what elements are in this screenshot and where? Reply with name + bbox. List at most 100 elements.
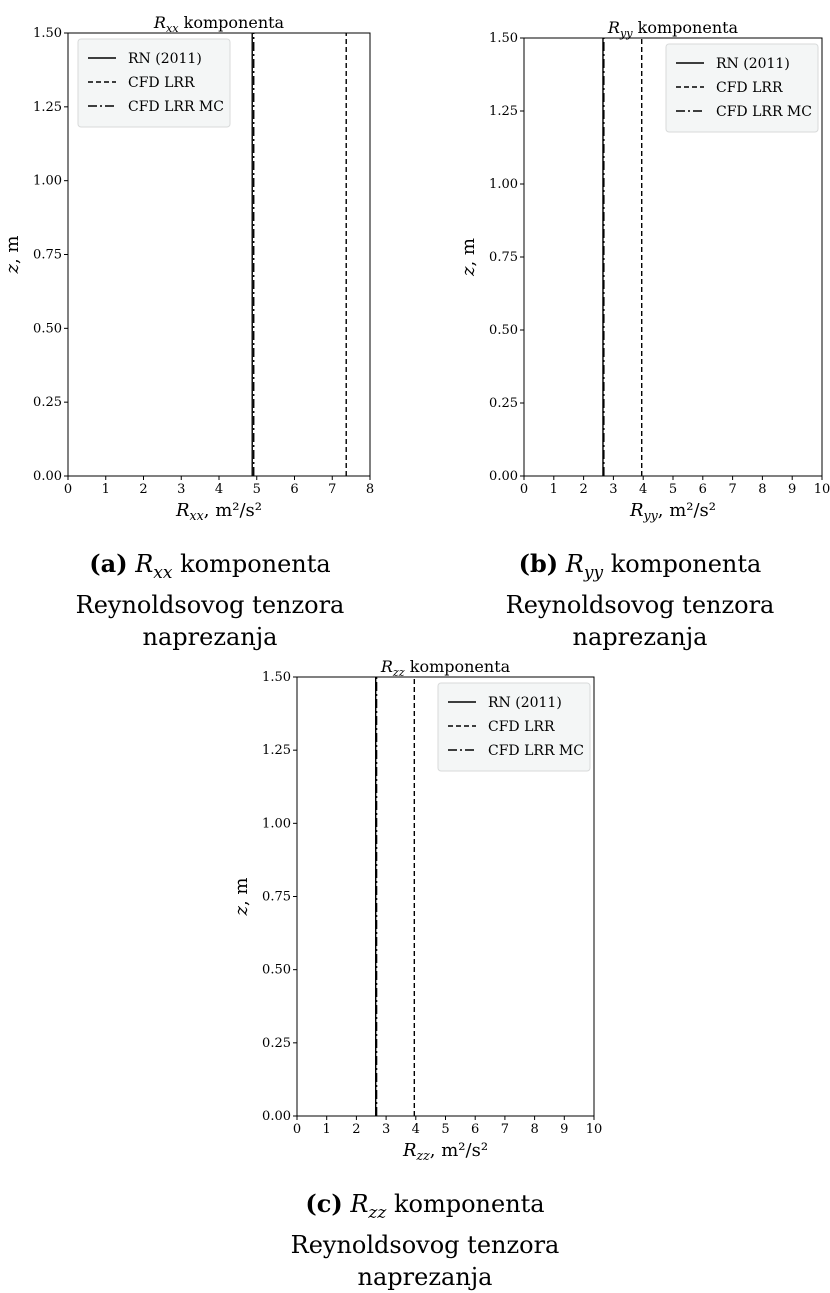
- caption-line2: Reynoldsovog tenzora: [290, 1230, 560, 1259]
- x-tick-label: 9: [560, 1122, 568, 1137]
- x-tick-label: 8: [366, 482, 374, 497]
- x-tick-label: 1: [102, 482, 110, 497]
- caption-line2: Reynoldsovog tenzora: [505, 590, 775, 619]
- plot-frame: [523, 37, 823, 477]
- x-tick-label: 0: [293, 1122, 301, 1137]
- x-tick-label: 7: [328, 482, 336, 497]
- caption-rest: komponenta: [386, 1190, 545, 1218]
- x-tick-label: 8: [758, 482, 766, 497]
- x-tick-label: 5: [669, 482, 677, 497]
- chart-title: Rzz komponenta: [380, 657, 511, 679]
- y-tick-label: 0.50: [33, 321, 62, 336]
- x-tick-label: 4: [215, 482, 223, 497]
- caption-line3: naprezanja: [572, 622, 708, 651]
- y-tick-label: 1.50: [33, 26, 62, 41]
- y-axis-label: z, m: [458, 238, 479, 277]
- x-tick-label: 4: [412, 1122, 420, 1137]
- legend-label: RN (2011): [128, 51, 202, 67]
- x-axis-label: Ryy, m²/s²: [629, 500, 716, 523]
- caption-var: R: [135, 550, 154, 578]
- y-tick-label: 0.00: [33, 469, 62, 484]
- x-tick-label: 0: [520, 482, 528, 497]
- legend-box: [77, 38, 231, 128]
- x-tick-label: 3: [609, 482, 617, 497]
- y-tick-label: 1.00: [33, 174, 62, 189]
- legend-label: CFD LRR: [716, 80, 783, 96]
- x-tick-label: 7: [501, 1122, 509, 1137]
- x-tick-label: 4: [639, 482, 647, 497]
- y-tick-label: 1.00: [489, 177, 518, 192]
- caption-a: (a) Rxx komponenta Reynoldsovog tenzora …: [30, 548, 390, 653]
- x-tick-label: 6: [290, 482, 298, 497]
- legend-label: CFD LRR MC: [488, 743, 584, 759]
- x-tick-label: 7: [728, 482, 736, 497]
- y-tick-label: 0.25: [489, 396, 518, 411]
- legend: RN (2011) CFD LRR CFD LRR MC: [665, 43, 819, 133]
- legend-label: CFD LRR: [128, 75, 195, 91]
- caption-sub: xx: [153, 562, 173, 583]
- caption-var: R: [565, 550, 584, 578]
- y-tick-label: 0.75: [33, 248, 62, 263]
- y-tick-label: 0.75: [489, 250, 518, 265]
- x-tick-label: 5: [441, 1122, 449, 1137]
- x-tick-label: 2: [352, 1122, 360, 1137]
- caption-var: R: [350, 1190, 369, 1218]
- x-tick-label: 10: [586, 1122, 603, 1137]
- x-tick-label: 5: [253, 482, 261, 497]
- chart-title: Ryy komponenta: [607, 18, 739, 40]
- legend-label: CFD LRR: [488, 719, 555, 735]
- chart-panel-2: 0 1 2 3 4 5 6 7 8 9 10 0.00 0.25 0.50 0.75 1.00 1.25 1.50…: [231, 657, 602, 1163]
- chart-panel-0: 0 1 2 3 4 5 6 7 8 0.00 0.25 0.50 0.75 1.00 1.25 1.50 Rxx…: [2, 13, 374, 523]
- caption-label: (a): [89, 549, 128, 578]
- x-tick-label: 2: [579, 482, 587, 497]
- legend-box: [665, 43, 819, 133]
- caption-c: (c) Rzz komponenta Reynoldsovog tenzora …: [245, 1188, 605, 1293]
- legend-label: RN (2011): [488, 695, 562, 711]
- x-tick-label: 9: [788, 482, 796, 497]
- y-tick-label: 0.00: [489, 469, 518, 484]
- x-tick-label: 6: [471, 1122, 479, 1137]
- y-tick-label: 1.25: [33, 100, 62, 115]
- x-tick-label: 2: [139, 482, 147, 497]
- x-tick-label: 3: [177, 482, 185, 497]
- x-tick-label: 10: [814, 482, 830, 497]
- y-tick-label: 0.50: [489, 323, 518, 338]
- y-tick-label: 0.25: [33, 395, 62, 410]
- x-tick-label: 1: [323, 1122, 331, 1137]
- y-tick-label: 0.50: [262, 963, 291, 978]
- y-tick-label: 1.25: [489, 104, 518, 119]
- x-tick-label: 1: [550, 482, 558, 497]
- chart-title: Rxx komponenta: [153, 13, 285, 35]
- y-axis-label: z, m: [231, 878, 252, 917]
- caption-rest: komponenta: [603, 550, 762, 578]
- caption-line3: naprezanja: [357, 1262, 493, 1291]
- legend: RN (2011) CFD LRR CFD LRR MC: [77, 38, 231, 128]
- y-tick-label: 1.00: [262, 816, 291, 831]
- caption-label: (c): [305, 1189, 343, 1218]
- caption-line3: naprezanja: [142, 622, 278, 651]
- caption-b: (b) Ryy komponenta Reynoldsovog tenzora …: [460, 548, 820, 653]
- legend-label: CFD LRR MC: [128, 99, 224, 115]
- x-tick-label: 8: [530, 1122, 538, 1137]
- x-axis-label: Rxx, m²/s²: [175, 500, 262, 523]
- y-tick-label: 0.25: [262, 1036, 291, 1051]
- chart-panel-1: 0 1 2 3 4 5 6 7 8 9 10 0.00 0.25 0.50 0.75 1.00 1.25 1.50…: [458, 18, 830, 523]
- legend-box: [437, 682, 591, 772]
- legend-label: RN (2011): [716, 56, 790, 72]
- plot-frame: [67, 32, 371, 477]
- x-tick-label: 6: [699, 482, 707, 497]
- caption-line2: Reynoldsovog tenzora: [75, 590, 345, 619]
- x-axis-label: Rzz, m²/s²: [402, 1140, 488, 1163]
- y-tick-label: 1.50: [489, 31, 518, 46]
- x-tick-label: 0: [64, 482, 72, 497]
- caption-rest: komponenta: [172, 550, 331, 578]
- plot-frame: [296, 676, 595, 1117]
- x-tick-label: 3: [382, 1122, 390, 1137]
- y-tick-label: 1.25: [262, 743, 291, 758]
- legend-label: CFD LRR MC: [716, 104, 812, 120]
- caption-sub: yy: [583, 562, 604, 583]
- caption-sub: zz: [368, 1202, 387, 1223]
- y-tick-label: 0.75: [262, 890, 291, 905]
- caption-label: (b): [518, 549, 559, 578]
- y-tick-label: 1.50: [262, 670, 291, 685]
